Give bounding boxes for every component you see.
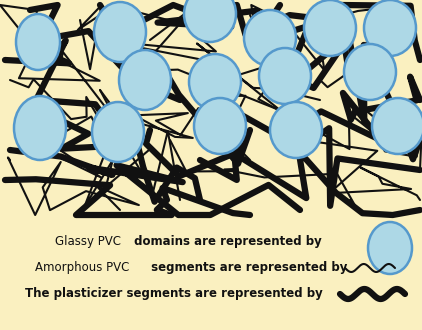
Ellipse shape xyxy=(189,54,241,110)
Text: domains are represented by: domains are represented by xyxy=(130,236,322,248)
Ellipse shape xyxy=(184,0,236,42)
Ellipse shape xyxy=(119,50,171,110)
Ellipse shape xyxy=(364,0,416,56)
Text: Amorphous PVC: Amorphous PVC xyxy=(35,261,130,275)
Ellipse shape xyxy=(194,98,246,154)
Text: Glassy PVC: Glassy PVC xyxy=(55,236,121,248)
Text: The plasticizer segments are represented by: The plasticizer segments are represented… xyxy=(25,287,323,301)
Ellipse shape xyxy=(94,2,146,62)
Text: segments are represented by: segments are represented by xyxy=(147,261,347,275)
Ellipse shape xyxy=(368,222,412,274)
Ellipse shape xyxy=(16,14,60,70)
Ellipse shape xyxy=(14,96,66,160)
Ellipse shape xyxy=(244,10,296,66)
Ellipse shape xyxy=(259,48,311,104)
Ellipse shape xyxy=(304,0,356,56)
Ellipse shape xyxy=(344,44,396,100)
Ellipse shape xyxy=(270,102,322,158)
Ellipse shape xyxy=(372,98,422,154)
Ellipse shape xyxy=(92,102,144,162)
